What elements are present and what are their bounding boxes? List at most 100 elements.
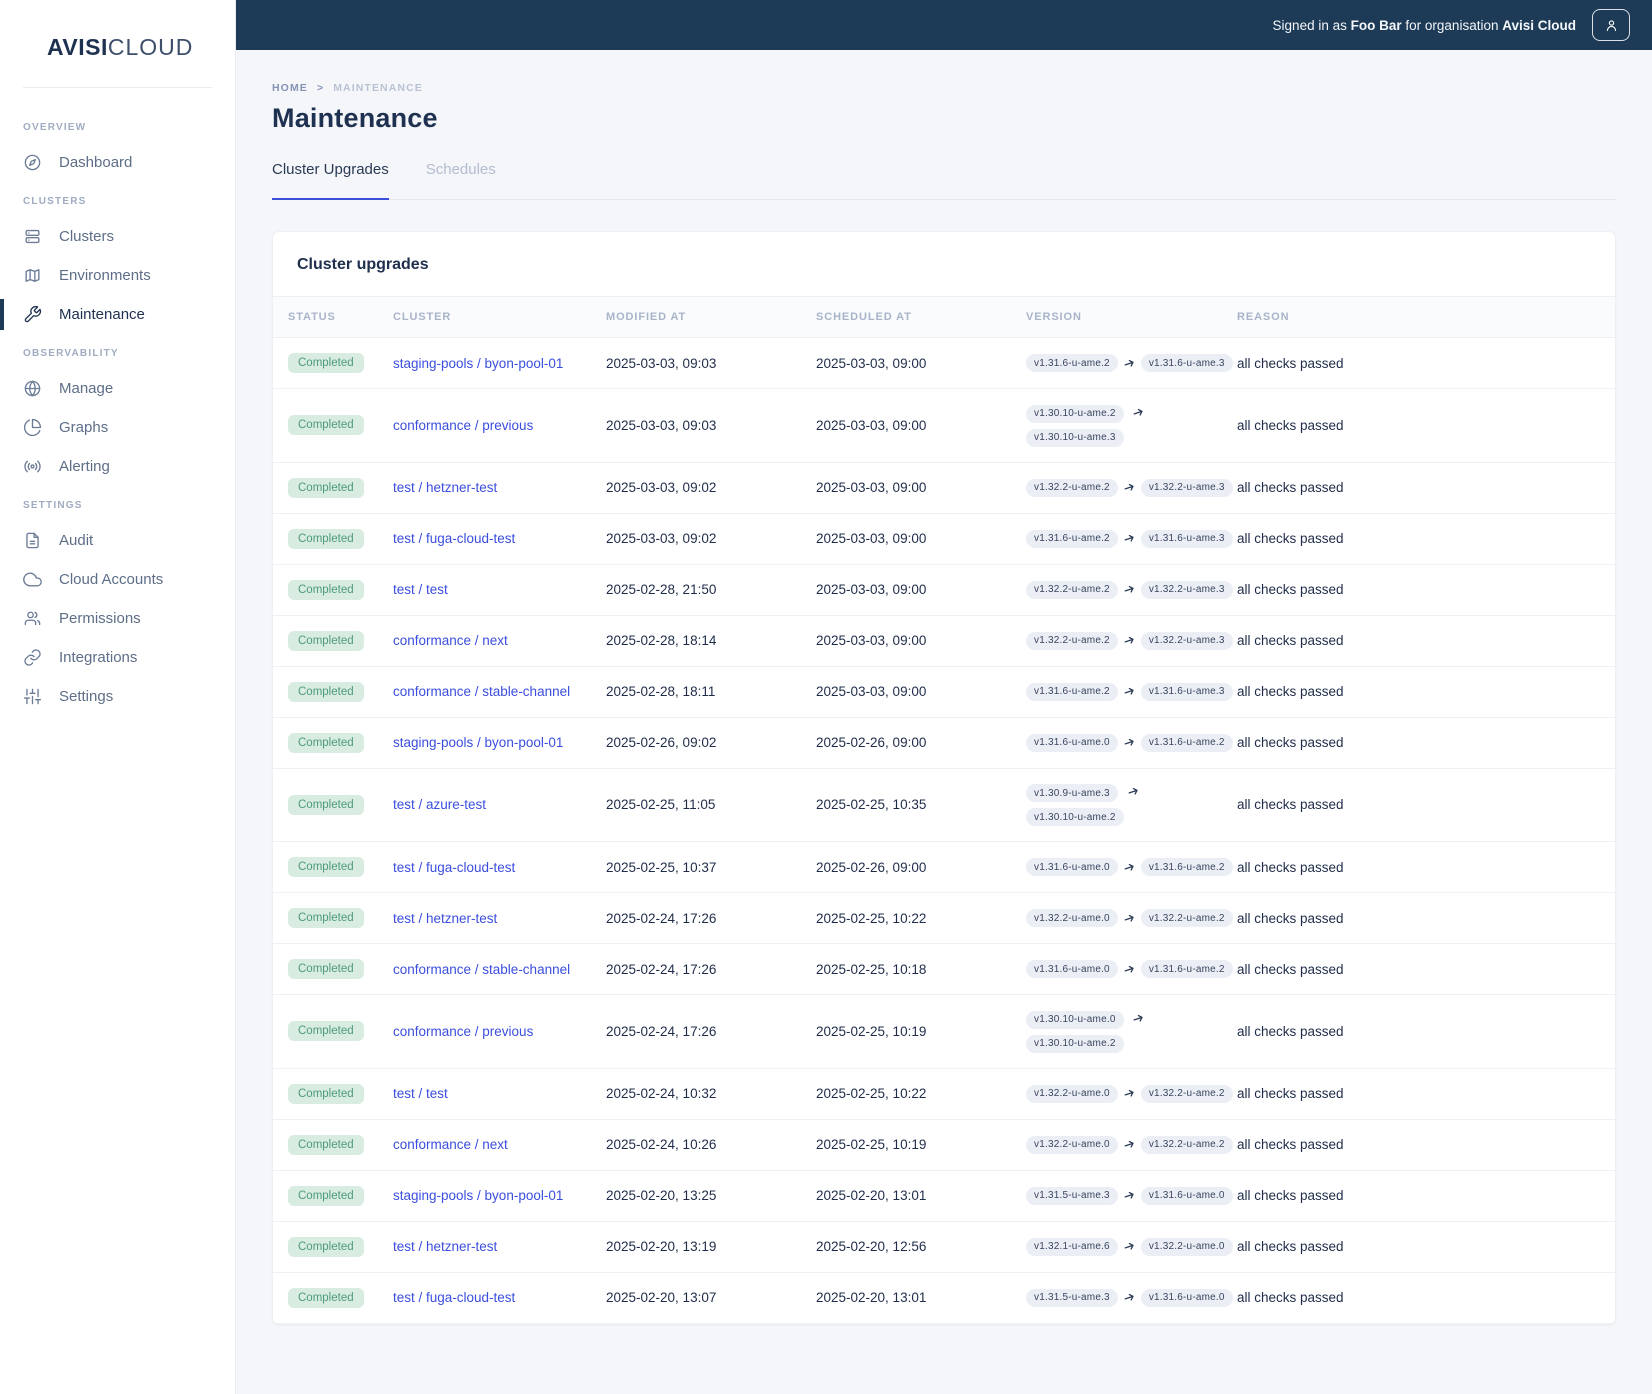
sidebar-item-environments[interactable]: Environments	[0, 256, 235, 295]
status-cell: Completed	[288, 959, 393, 979]
modified-at-cell: 2025-03-03, 09:02	[606, 531, 717, 546]
table-body: Completed staging-pools / byon-pool-01 2…	[273, 338, 1615, 1324]
cluster-link[interactable]: conformance / previous	[393, 1023, 534, 1039]
arrow-right-icon	[1124, 1140, 1134, 1148]
sidebar-item-clusters[interactable]: Clusters	[0, 217, 235, 256]
modified-at-cell: 2025-02-24, 17:26	[606, 961, 717, 977]
cluster-upgrades-card: Cluster upgrades STATUS CLUSTER MODIFIED…	[272, 231, 1616, 1325]
reason-cell: all checks passed	[1237, 633, 1344, 648]
cluster-link[interactable]: test / test	[393, 1086, 448, 1101]
table-row: Completed test / fuga-cloud-test 2025-03…	[273, 513, 1615, 565]
sidebar-item-label: Graphs	[59, 419, 109, 436]
reason-cell: all checks passed	[1237, 1137, 1344, 1152]
scheduled-at-cell: 2025-03-03, 09:00	[816, 480, 927, 495]
scheduled-at-cell: 2025-03-03, 09:00	[816, 417, 927, 433]
cluster-link[interactable]: staging-pools / byon-pool-01	[393, 735, 564, 750]
sidebar-item-label: Permissions	[59, 610, 141, 627]
table-row: Completed test / azure-test 2025-02-25, …	[273, 768, 1615, 842]
sidebar-item-permissions[interactable]: Permissions	[0, 599, 235, 638]
reason-cell: all checks passed	[1237, 859, 1344, 875]
cluster-link[interactable]: conformance / next	[393, 633, 508, 648]
column-header-modified-at: MODIFIED AT	[606, 311, 687, 323]
status-cell: Completed	[288, 353, 393, 373]
cluster-link[interactable]: staging-pools / byon-pool-01	[393, 355, 564, 371]
table-row: Completed test / fuga-cloud-test 2025-02…	[273, 842, 1615, 893]
cluster-link[interactable]: conformance / stable-channel	[393, 961, 571, 977]
sidebar-item-maintenance[interactable]: Maintenance	[0, 295, 235, 334]
status-badge: Completed	[288, 1185, 364, 1206]
reason-cell: all checks passed	[1237, 531, 1344, 546]
cluster-link[interactable]: conformance / previous	[393, 417, 534, 433]
version-to-chip: v1.32.2-u-ame.2	[1140, 1084, 1233, 1103]
cluster-link[interactable]: test / fuga-cloud-test	[393, 859, 516, 875]
version-to-chip: v1.31.6-u-ame.2	[1140, 733, 1233, 752]
status-badge: Completed	[288, 1134, 364, 1155]
user-menu-button[interactable]	[1592, 9, 1630, 41]
sidebar-item-cloud-accounts[interactable]: Cloud Accounts	[0, 560, 235, 599]
version-from-chip: v1.31.6-u-ame.2	[1026, 682, 1118, 701]
sidebar-item-alerting[interactable]: Alerting	[0, 447, 235, 486]
version-to-chip: v1.30.10-u-ame.3	[1026, 428, 1124, 447]
scheduled-at-cell: 2025-03-03, 09:00	[816, 582, 927, 597]
cluster-link[interactable]: conformance / stable-channel	[393, 684, 571, 699]
sidebar-item-manage[interactable]: Manage	[0, 369, 235, 408]
cluster-link[interactable]: conformance / next	[393, 1137, 508, 1152]
wrench-icon	[24, 305, 42, 323]
org-name: Avisi Cloud	[1502, 17, 1576, 33]
arrow-right-icon	[1124, 1191, 1134, 1199]
arrow-right-icon	[1124, 359, 1134, 367]
status-cell: Completed	[288, 794, 393, 815]
brand-logo[interactable]: AVISICLOUD	[0, 0, 235, 61]
breadcrumb-home-link[interactable]: HOME	[272, 82, 308, 94]
version-from-chip: v1.31.5-u-ame.3	[1026, 1288, 1118, 1307]
cluster-link[interactable]: test / hetzner-test	[393, 480, 498, 495]
cluster-cell: test / fuga-cloud-test	[393, 531, 606, 546]
scheduled-at-cell: 2025-03-03, 09:00	[816, 355, 927, 371]
sidebar-item-settings[interactable]: Settings	[0, 677, 235, 716]
signed-in-text: Signed in as Foo Bar for organisation Av…	[1272, 17, 1576, 33]
cluster-link[interactable]: staging-pools / byon-pool-01	[393, 1188, 564, 1203]
status-badge: Completed	[288, 1021, 364, 1042]
reason-cell: all checks passed	[1237, 1023, 1344, 1039]
sidebar-item-audit[interactable]: Audit	[0, 521, 235, 560]
table-row: Completed conformance / stable-channel 2…	[273, 944, 1615, 995]
status-badge: Completed	[288, 1083, 364, 1104]
sidebar-item-dashboard[interactable]: Dashboard	[0, 143, 235, 182]
reason-cell: all checks passed	[1237, 961, 1344, 977]
tab-bar: Cluster Upgrades Schedules	[272, 161, 1616, 200]
radio-waves-icon	[24, 460, 41, 473]
version-from-chip: v1.32.2-u-ame.0	[1026, 1135, 1118, 1154]
version-to-chip: v1.31.6-u-ame.3	[1140, 529, 1233, 548]
sidebar-item-label: Alerting	[59, 458, 110, 475]
cloud-icon	[23, 572, 42, 587]
scheduled-at-cell: 2025-02-25, 10:35	[816, 797, 927, 813]
table-row: Completed test / test 2025-02-28, 21:50 …	[273, 564, 1615, 616]
cluster-link[interactable]: test / hetzner-test	[393, 1239, 498, 1254]
arrow-right-icon	[1124, 687, 1134, 695]
sidebar-item-integrations[interactable]: Integrations	[0, 638, 235, 677]
version-to-chip: v1.32.2-u-ame.3	[1140, 580, 1233, 599]
arrow-right-icon	[1124, 914, 1134, 922]
cluster-link[interactable]: test / test	[393, 582, 448, 597]
table-row: Completed conformance / next 2025-02-28,…	[273, 615, 1615, 667]
sidebar-item-graphs[interactable]: Graphs	[0, 408, 235, 447]
cluster-link[interactable]: test / fuga-cloud-test	[393, 1290, 516, 1305]
sidebar-item-label: Manage	[59, 380, 114, 397]
sliders-icon	[23, 688, 42, 705]
cluster-link[interactable]: test / azure-test	[393, 797, 487, 813]
cluster-cell: test / test	[393, 1086, 606, 1101]
sidebar-item-label: Integrations	[59, 649, 138, 666]
modified-at-cell: 2025-02-26, 09:02	[606, 735, 717, 750]
column-header-scheduled-at: SCHEDULED AT	[816, 311, 912, 323]
user-icon	[1606, 19, 1616, 31]
status-badge: Completed	[288, 579, 364, 600]
tab-schedules[interactable]: Schedules	[425, 161, 496, 178]
tab-cluster-upgrades[interactable]: Cluster Upgrades	[272, 161, 389, 200]
table-row: Completed test / hetzner-test 2025-02-24…	[273, 893, 1615, 944]
cluster-link[interactable]: test / fuga-cloud-test	[393, 531, 516, 546]
scheduled-at-cell: 2025-02-25, 10:18	[816, 961, 927, 977]
status-badge: Completed	[288, 1236, 364, 1257]
cluster-link[interactable]: test / hetzner-test	[393, 910, 498, 926]
arrow-right-icon	[1124, 1242, 1134, 1250]
